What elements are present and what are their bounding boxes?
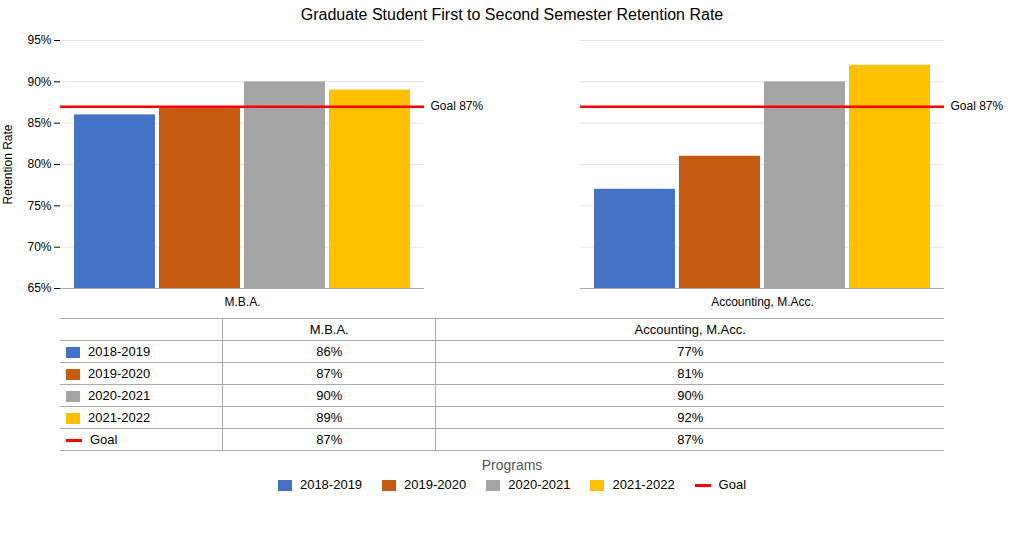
html-text:81%: 81% [677, 366, 704, 381]
html-text:2021-2022: 2021-2022 [88, 410, 151, 425]
svg-text:90%: 90% [27, 75, 51, 89]
svg-text:95%: 95% [27, 33, 51, 47]
html-text:2018-2019: 2018-2019 [299, 477, 363, 492]
html-text:Programs: Programs [481, 457, 543, 473]
svg-text:85%: 85% [27, 116, 51, 130]
html-text:2019-2020: 2019-2020 [404, 477, 467, 492]
html-text:M.B.A.: M.B.A. [309, 322, 349, 337]
html-text:2021-2022: 2021-2022 [612, 477, 675, 492]
html-text:Goal: Goal [90, 432, 118, 447]
html-text:90%: 90% [677, 388, 704, 403]
html-text:77%: 77% [677, 344, 704, 359]
html-text:2020-2021: 2020-2021 [88, 388, 151, 403]
html-text:90%: 90% [316, 388, 343, 403]
html-text:87%: 87% [677, 432, 704, 447]
svg-text:M.B.A.: M.B.A. [224, 295, 260, 309]
html-text:2018-2019: 2018-2019 [88, 344, 151, 359]
html-text:2020-2021: 2020-2021 [508, 477, 571, 492]
html-text:Goal: Goal [718, 477, 747, 492]
svg-text:Accounting, M.Acc.: Accounting, M.Acc. [711, 295, 814, 309]
svg-text:70%: 70% [27, 240, 51, 254]
html-text:Accounting, M.Acc.: Accounting, M.Acc. [634, 322, 746, 337]
html-text:86%: 86% [316, 344, 343, 359]
html-text:87%: 87% [316, 366, 343, 381]
svg-text:80%: 80% [27, 157, 51, 171]
svg-text:Goal 87%: Goal 87% [951, 99, 1004, 113]
svg-text:65%: 65% [27, 281, 51, 295]
html-text:92%: 92% [677, 410, 704, 425]
html-text:Graduate Student First to Seco: Graduate Student First to Second Semeste… [300, 6, 724, 23]
svg-text:75%: 75% [27, 199, 51, 213]
html-text:89%: 89% [316, 410, 343, 425]
svg-text:Goal 87%: Goal 87% [431, 99, 484, 113]
html-text:87%: 87% [316, 432, 343, 447]
html-text:2019-2020: 2019-2020 [88, 366, 151, 381]
svg-text:Retention Rate: Retention Rate [1, 124, 15, 204]
